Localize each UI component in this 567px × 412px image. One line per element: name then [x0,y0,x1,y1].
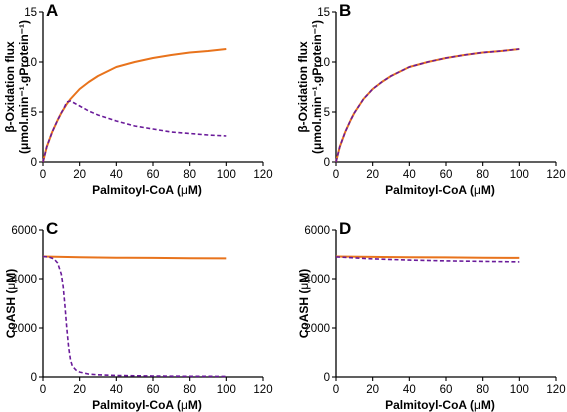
y-tick-label: 6000 [11,225,37,237]
y-axis-title-part: μ [4,283,18,290]
y-axis-title-part: CoASH ( [4,290,18,339]
x-tick-label: 120 [546,169,565,181]
y-axis-title-part: M) [4,269,18,283]
y-axis-title: CoASH (μM) [297,269,311,339]
panel-letter: C [46,219,58,238]
x-axis-title-part: Palmitoyl-CoA ( [92,183,181,197]
x-tick-label: 0 [40,169,46,181]
x-tick-label: 80 [476,384,489,396]
y-tick-label: 4000 [304,274,330,286]
solid-series-line [335,255,520,259]
panel-letter: D [339,219,351,238]
dashed-series-line [335,48,520,163]
x-axis-title-part: μ [474,183,481,197]
y-axis-title-line2: (μmol.min⁻¹.gProtein⁻¹) [17,20,31,154]
y-tick-label: 0 [324,157,330,169]
x-tick-label: 20 [366,384,379,396]
x-axis-title-part: μ [181,183,188,197]
y-tick-label: 6000 [304,225,330,237]
x-tick-label: 120 [253,384,272,396]
y-tick-label: 10 [24,57,37,69]
y-tick-label: 10 [317,57,330,69]
panel-d: 0 20 40 60 80 100 120 0 2000 4000 6000 D Palmitoyl-C… [297,219,566,412]
y-tick-label: 2000 [11,323,37,335]
y-tick-label: 0 [31,372,37,384]
x-tick-label: 100 [217,169,236,181]
dashed-series-line [42,255,227,378]
x-tick-label: 0 [40,384,46,396]
x-tick-label: 100 [217,384,236,396]
x-tick-label: 40 [403,169,416,181]
y-axis-title-part: M) [297,269,311,283]
y-axis-title-part: μ [297,283,311,290]
x-axis-title-part: Palmitoyl-CoA ( [92,398,181,412]
x-tick-label: 0 [333,384,339,396]
y-axis-title-line2: (μmol.min⁻¹.gProtein⁻¹) [310,20,324,154]
y-tick-label: 4000 [11,274,37,286]
y-tick-label: 5 [324,107,330,119]
x-tick-label: 20 [73,384,86,396]
y-axis-title-line1: β-Oxidation flux [296,41,310,133]
x-tick-label: 80 [476,169,489,181]
x-axis-title-part: M) [481,183,495,197]
x-tick-label: 60 [440,169,453,181]
panel-c: 0 20 40 60 80 100 120 0 2000 4000 6000 C Palmitoyl-C… [4,219,273,412]
x-axis-title-part: M) [188,183,202,197]
x-tick-label: 100 [510,169,529,181]
x-axis-title-part: Palmitoyl-CoA ( [385,183,474,197]
y-tick-label: 15 [24,7,37,19]
y-tick-label: 15 [317,7,330,19]
x-tick-label: 60 [147,169,160,181]
x-tick-label: 20 [366,169,379,181]
x-axis-title: Palmitoyl-CoA (μM) [92,183,202,197]
solid-series-line [42,255,227,260]
x-tick-label: 120 [546,384,565,396]
x-axis-title-part: μ [181,398,188,412]
panel-a: 0 20 40 60 80 100 120 0 5 10 15 A Palmitoyl-CoA (μM)… [3,1,273,197]
x-tick-label: 20 [73,169,86,181]
y-axis-title: CoASH (μM) [4,269,18,339]
x-axis-title: Palmitoyl-CoA (μM) [92,398,202,412]
y-tick-label: 0 [31,157,37,169]
y-tick-label: 5 [31,107,37,119]
x-axis-title-part: M) [481,398,495,412]
panel-letter: B [339,1,351,20]
x-tick-label: 40 [110,384,123,396]
solid-series-line [42,48,227,163]
x-tick-label: 60 [440,384,453,396]
x-tick-label: 40 [110,169,123,181]
x-tick-label: 80 [183,384,196,396]
panel-b: 0 20 40 60 80 100 120 0 5 10 15 B Palmitoyl-CoA (μM)… [296,1,566,197]
x-tick-label: 100 [510,384,529,396]
y-tick-label: 0 [324,372,330,384]
panel-letter: A [46,1,58,20]
y-axis-title-line1: β-Oxidation flux [3,41,17,133]
x-tick-label: 80 [183,169,196,181]
x-axis-title-part: μ [474,398,481,412]
dashed-series-line [335,256,520,263]
x-tick-label: 120 [253,169,272,181]
x-tick-label: 40 [403,384,416,396]
x-axis-title: Palmitoyl-CoA (μM) [385,398,495,412]
y-axis-title-part: CoASH ( [297,290,311,339]
x-tick-label: 60 [147,384,160,396]
solid-series-line [335,48,520,163]
dashed-series-line [42,100,227,163]
x-axis-title: Palmitoyl-CoA (μM) [385,183,495,197]
x-tick-label: 0 [333,169,339,181]
y-tick-label: 2000 [304,323,330,335]
x-axis-title-part: Palmitoyl-CoA ( [385,398,474,412]
x-axis-title-part: M) [188,398,202,412]
